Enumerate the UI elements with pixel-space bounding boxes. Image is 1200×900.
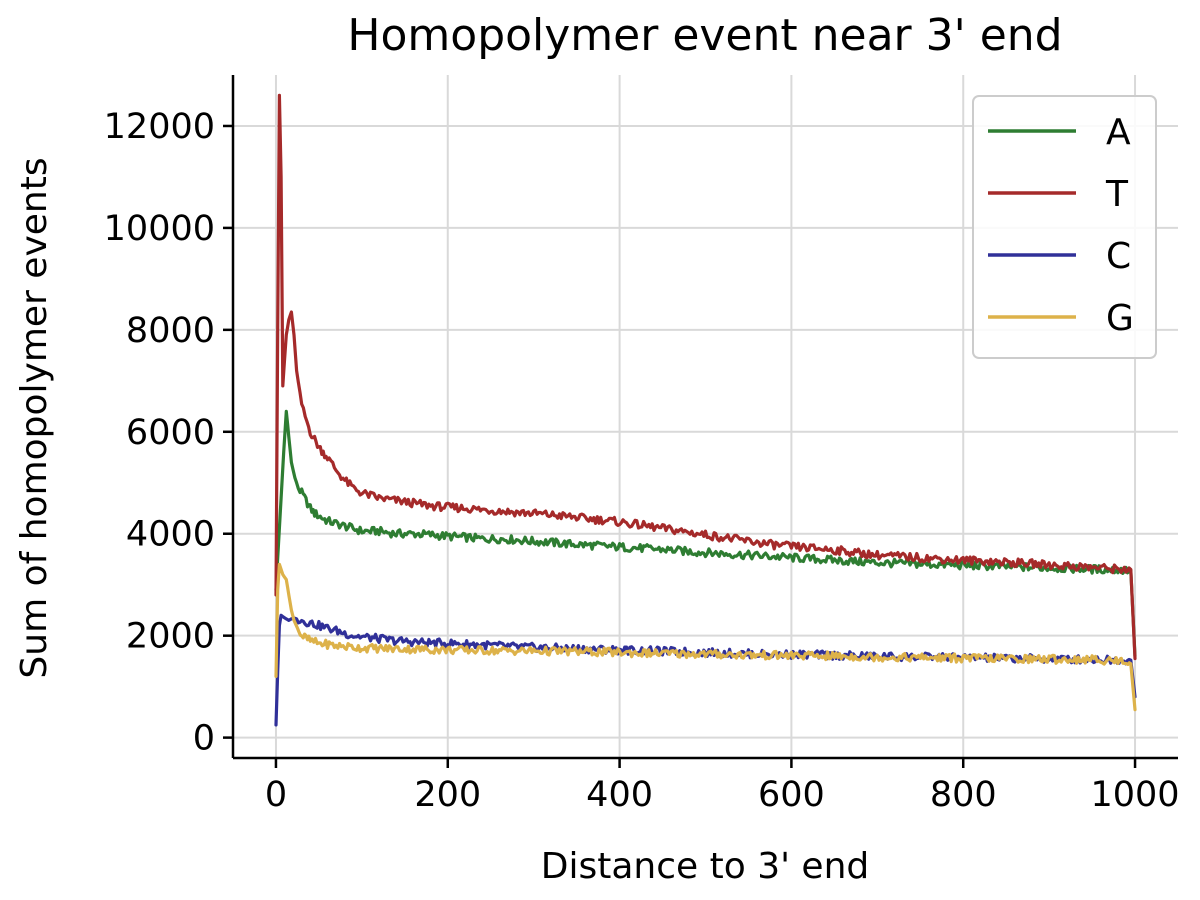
x-tick-label: 600 bbox=[758, 775, 825, 815]
legend-label-C: C bbox=[1106, 236, 1131, 277]
y-axis-label: Sum of homopolymer events bbox=[14, 157, 55, 678]
legend-label-A: A bbox=[1106, 112, 1131, 153]
y-tick-label: 12000 bbox=[104, 107, 215, 147]
y-tick-label: 4000 bbox=[126, 515, 215, 555]
series-line-A bbox=[274, 409, 1137, 658]
x-tick-label: 800 bbox=[930, 775, 997, 815]
x-axis-label: Distance to 3' end bbox=[541, 846, 870, 887]
y-tick-label: 10000 bbox=[104, 209, 215, 249]
legend-box bbox=[972, 95, 1157, 359]
axes bbox=[231, 75, 1178, 760]
x-tick-label: 0 bbox=[265, 775, 287, 815]
x-tick-label: 200 bbox=[414, 775, 481, 815]
x-tick-label: 400 bbox=[586, 775, 653, 815]
series-line-T bbox=[274, 93, 1137, 661]
y-tick-label: 2000 bbox=[126, 617, 215, 657]
x-tick-label: 1000 bbox=[1091, 775, 1180, 815]
y-tick-label: 8000 bbox=[126, 311, 215, 351]
y-tick-label: 6000 bbox=[126, 413, 215, 453]
legend-label-G: G bbox=[1106, 298, 1134, 339]
series-line-G bbox=[274, 562, 1137, 712]
y-tick-label: 0 bbox=[193, 719, 215, 759]
series-line-C bbox=[274, 613, 1137, 727]
legend-label-T: T bbox=[1105, 174, 1129, 215]
series-group bbox=[274, 93, 1137, 727]
chart-title: Homopolymer event near 3' end bbox=[347, 10, 1062, 61]
ticks: 0 200 400 600 800 100002000400060008000100001… bbox=[104, 107, 1180, 815]
